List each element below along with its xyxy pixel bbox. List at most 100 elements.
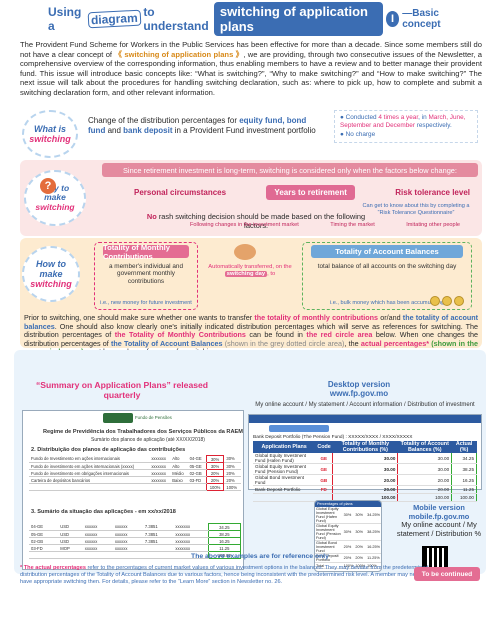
mobile-path: My online account / My statement / Distr… xyxy=(396,520,482,538)
rate-cell: 7.3851 xyxy=(142,537,174,545)
actual-percent-cell: 34.25 xyxy=(207,523,242,531)
plan-name-cell: Global Equity Investment Fund (Hafen Fun… xyxy=(253,453,316,464)
risk-questionnaire-note: Can get to know about this by completing… xyxy=(362,203,470,216)
desktop-label: Desktop version xyxy=(327,380,391,389)
breadcrumb: My online account / My statement / Accou… xyxy=(255,402,475,408)
mobile-header: Percentages of plans xyxy=(315,501,381,507)
table-row: Bank Deposit Portfolio 20% 20% 11.25% xyxy=(315,553,381,563)
body-pink: the Totality of Monthly Contributions xyxy=(114,330,246,340)
risk-cell xyxy=(170,483,188,491)
bubble-text: switching xyxy=(29,134,71,144)
switching-day-badge: switching day xyxy=(224,271,268,277)
what-is-switching-section: What is switching Change of the distribut… xyxy=(22,110,478,158)
rate-cell xyxy=(142,544,174,552)
code-cell: 02-GB xyxy=(187,469,207,477)
mobile-screenshot: Percentages of plans Global Equity Inves… xyxy=(314,500,382,572)
definition-text: Change of the distribution percentages f… xyxy=(88,116,237,125)
cell: xxxxxx xyxy=(112,530,143,538)
table-row: Global Bond Investment Fund GB 20.00 20.00 1… xyxy=(253,474,477,486)
cell: 20% xyxy=(342,553,355,563)
plan-name-cell: Bank Deposit Portfolio xyxy=(253,485,316,494)
actual-percent-cell: 100.00 xyxy=(207,551,242,559)
rule-bold: No xyxy=(146,212,157,221)
cell: xxxxxx xyxy=(82,530,113,538)
code-cell: 04-GE xyxy=(29,523,59,531)
cell: xxxxxxx xyxy=(149,455,171,463)
cell: 30% xyxy=(354,523,367,541)
risk-cell: Baixo xyxy=(170,476,188,484)
currency-cell: MOP xyxy=(58,544,83,552)
factor-personal: Personal circumstances xyxy=(134,187,227,197)
plan-name-cell: Carteira de depósitos bancários xyxy=(29,476,150,484)
actual-percent-cell: 100% xyxy=(366,562,381,569)
code-cell: GB xyxy=(315,474,333,486)
column-header: Application Plans xyxy=(253,441,316,453)
code-cell xyxy=(29,551,59,559)
mobile-label: Mobile version xyxy=(413,503,465,512)
desktop-url[interactable]: www.fp.gov.mo xyxy=(329,389,389,398)
question-mark-icon: ? xyxy=(40,178,56,194)
currency-cell xyxy=(58,551,83,559)
schedule-highlight: 4 times a year xyxy=(378,114,419,121)
table-row: Global Bond Investment Fund 20% 20% 16.25% xyxy=(315,540,381,554)
plan-name-cell: Global Bond Investment Fund xyxy=(253,474,316,486)
plan-name-cell: Global Equity Investment Fund (Pension F… xyxy=(253,463,316,475)
table-row: Carteira de depósitos bancários xxxxxxx Ba… xyxy=(29,476,241,484)
distribution-table: Fundo de Investimento em ações internaci… xyxy=(29,455,241,491)
doc-section-3: 3. Sumário da situação das aplicações - … xyxy=(31,509,176,515)
schedule-highlight: March, June, September and December xyxy=(340,114,466,130)
cell xyxy=(82,551,113,559)
reference-note: The above examples are for reference onl… xyxy=(191,553,329,560)
account-balances-panel: Totality of Account Balances total balan… xyxy=(302,242,472,310)
fund-logo xyxy=(103,413,133,423)
fund-logo-text: Fundo de Pensões xyxy=(135,415,172,420)
statement-tab[interactable] xyxy=(269,425,329,432)
code-cell: 03-FD xyxy=(187,476,207,484)
bad-factor: Imitating other people xyxy=(406,222,460,228)
doc-subheading: Sumário dos planos de aplicação (até XX/… xyxy=(91,437,205,443)
title-subtitle: —Basic concept xyxy=(402,8,441,30)
table-row: Fundo de Investimento em ações internaci… xyxy=(29,455,241,463)
body-pink: actual percentages* xyxy=(360,338,429,348)
bubble-text: How to xyxy=(35,259,66,269)
cell: xxxxxxx xyxy=(173,537,209,545)
switching-schedule-note: ● Conducted 4 times a year, in March, Ju… xyxy=(334,110,478,144)
how-switching-section: How to make switching Totality of Monthly … xyxy=(20,238,482,356)
bubble-text: make xyxy=(44,192,66,203)
cell: 30% xyxy=(342,523,355,541)
footnote-bold: The actual percentages xyxy=(23,565,86,571)
cell: 30% xyxy=(354,507,367,524)
table-row: Bank Deposit Portfolio FD 20.00 20.00 11.25 xyxy=(253,485,477,494)
why-switching-banner: Since retirement investment is long-term… xyxy=(102,163,478,177)
change-factors: Personal circumstances Years to retireme… xyxy=(134,181,470,203)
column-header: Actual (%) xyxy=(451,441,477,453)
mobile-version-heading: Mobile version mobile.fp.gov.mo My onlin… xyxy=(396,503,482,538)
cell: xxxxxxx xyxy=(149,469,171,477)
footnote-star: * xyxy=(20,565,23,571)
situation-table: 04-GE USD xxxxxx xxxxxx 7.3851 xxxxxxx 34.25 05… xyxy=(29,523,242,559)
rule-text: rash switching decision should be made b… xyxy=(158,212,366,230)
balance-percent-cell: 30% xyxy=(223,462,241,470)
monthly-percent-cell: 30.00 xyxy=(332,453,399,464)
panel-text: total balance of all accounts on the swi… xyxy=(317,263,457,270)
intro-highlight: 《 switching of application plans 》 xyxy=(114,49,244,59)
actual-percent-cell: 38.25 xyxy=(451,463,477,475)
actual-percent-cell: 34.25% xyxy=(366,507,381,524)
summary-title: “Summary on Application Plans” released … xyxy=(35,380,209,400)
title-word: to understand xyxy=(143,5,209,33)
switching-definition: Change of the distribution percentages f… xyxy=(88,116,324,135)
mobile-url[interactable]: mobile.fp.gov.mo xyxy=(408,511,470,521)
column-header: Totality of Monthly Contributions (%) xyxy=(332,441,398,453)
balance-percent-cell: 100.00 xyxy=(397,493,452,502)
cell: xxxxxx xyxy=(82,523,113,531)
doc-heading: Regime de Previdência dos Trabalhadores … xyxy=(43,429,243,435)
cell: xxxxxxx xyxy=(173,523,209,531)
risk-cell: Alto xyxy=(170,462,188,470)
monthly-percent-cell: 30% xyxy=(205,462,225,470)
cell: 20% xyxy=(342,540,355,554)
code-cell xyxy=(187,483,207,491)
plan-name-cell: Global Equity Investment Fund (Hafen Fun… xyxy=(315,507,343,524)
currency-cell: USD xyxy=(58,523,83,531)
